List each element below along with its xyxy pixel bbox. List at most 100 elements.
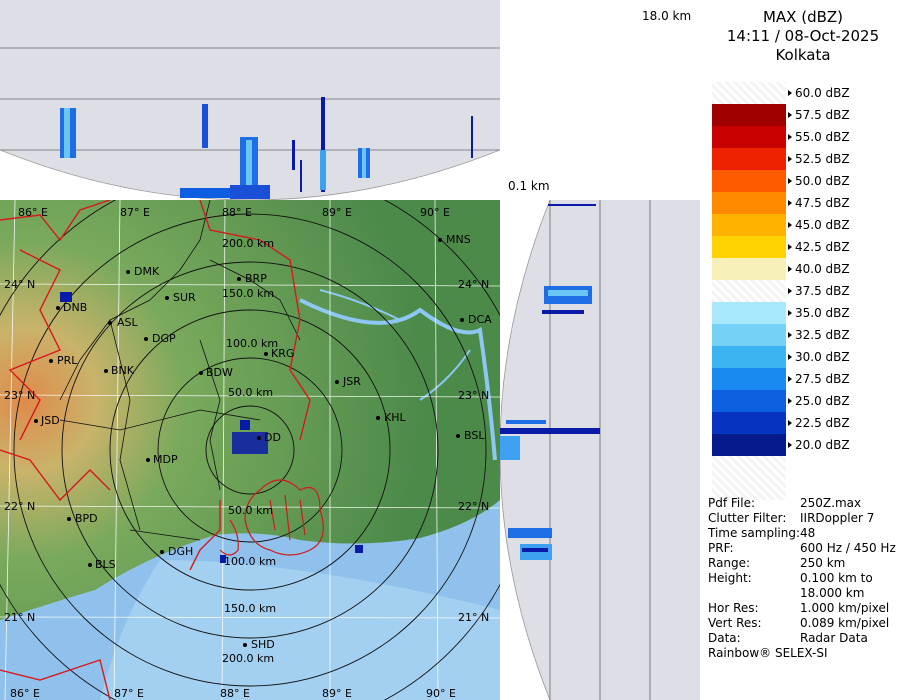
info-key: Hor Res: — [708, 601, 759, 615]
map-labels: 86° E 87° E 88° E 89° E 90° E 86° E 87° … — [4, 206, 489, 700]
color-band — [712, 170, 786, 192]
svg-text:SUR: SUR — [173, 291, 196, 304]
scale-tick-label: 22.5 dBZ — [788, 416, 850, 430]
scale-tick-label: 52.5 dBZ — [788, 152, 850, 166]
top-height-label: 18.0 km — [642, 9, 692, 23]
radar-map-panel[interactable]: 86° E 87° E 88° E 89° E 90° E 86° E 87° … — [0, 200, 500, 700]
scale-tick-label: 45.0 dBZ — [788, 218, 850, 232]
station-prl: PRL — [49, 354, 78, 367]
district-boundaries — [59, 200, 301, 541]
info-value: 0.100 km to — [800, 571, 873, 585]
lat-lon-grid — [0, 200, 500, 700]
scale-tick-label: 60.0 dBZ — [788, 86, 850, 100]
station-bdw: BDW — [199, 366, 233, 379]
vendor-footer: Rainbow® SELEX-SI — [708, 646, 828, 660]
lat-label: 23° N — [458, 389, 489, 402]
lon-label: 90° E — [426, 687, 456, 700]
lat-label: 24° N — [458, 278, 489, 291]
svg-text:PRL: PRL — [57, 354, 78, 367]
info-key: Time sampling: — [708, 526, 801, 540]
color-band — [712, 346, 786, 368]
cross-section-echoes — [60, 97, 473, 199]
svg-text:JSD: JSD — [40, 414, 60, 427]
svg-text:BLS: BLS — [95, 558, 116, 571]
color-band — [712, 456, 786, 500]
svg-text:DGH: DGH — [168, 545, 193, 558]
scale-tick-label: 30.0 dBZ — [788, 350, 850, 364]
info-value: 1.000 km/pixel — [800, 601, 890, 615]
svg-text:DNB: DNB — [63, 301, 87, 314]
info-value: 250 km — [800, 556, 846, 570]
station-asl: ASL — [108, 316, 139, 329]
color-band — [712, 214, 786, 236]
station-khl: KHL — [376, 411, 406, 424]
scale-tick-label: 37.5 dBZ — [788, 284, 850, 298]
svg-text:BNK: BNK — [111, 364, 135, 377]
info-key: Vert Res: — [708, 616, 762, 630]
station-jsd: JSD — [34, 414, 60, 427]
svg-text:ASL: ASL — [117, 316, 139, 329]
color-band — [712, 434, 786, 456]
svg-text:MDP: MDP — [153, 453, 178, 466]
color-band — [712, 104, 786, 126]
lon-label: 87° E — [114, 687, 144, 700]
ns-cross-section-graphic — [0, 47, 500, 200]
station-dgh: DGH — [160, 545, 193, 558]
station-markers: MNS DMK BRP DNB SUR ASL DGP KRG DCA PRL … — [34, 233, 492, 651]
station-krg: KRG — [264, 347, 294, 360]
svg-text:BSL: BSL — [464, 429, 485, 442]
timestamp-label: 14:11 / 08-Oct-2025 — [726, 27, 880, 45]
info-value: 600 Hz / 450 Hz — [800, 541, 896, 555]
svg-text:JSR: JSR — [342, 375, 361, 388]
scale-tick-label: 20.0 dBZ — [788, 438, 850, 452]
range-ring-label: 100.0 km — [224, 555, 276, 568]
station-dnb: DNB — [56, 301, 87, 314]
station-shd: SHD — [243, 638, 275, 651]
scale-tick-label: 47.5 dBZ — [788, 196, 850, 210]
lon-label: 87° E — [120, 206, 150, 219]
color-band — [712, 302, 786, 324]
info-value: 48 — [800, 526, 816, 540]
info-key: Height: — [708, 571, 752, 585]
svg-text:BDW: BDW — [206, 366, 233, 379]
info-value: IIRDoppler 7 — [800, 511, 875, 525]
color-band — [712, 82, 786, 104]
svg-text:KHL: KHL — [384, 411, 406, 424]
svg-text:KRG: KRG — [271, 347, 294, 360]
info-key: PRF: — [708, 541, 734, 555]
scale-tick-label: 40.0 dBZ — [788, 262, 850, 276]
lon-label: 86° E — [10, 687, 40, 700]
station-mns: MNS — [438, 233, 471, 246]
lon-label: 89° E — [322, 687, 352, 700]
station-dca: DCA — [460, 313, 492, 326]
info-value: 18.000 km — [800, 586, 865, 600]
ns-cross-section-panel — [0, 0, 500, 200]
legend-panel: MAX (dBZ) 14:11 / 08-Oct-2025 Kolkata 60… — [700, 0, 906, 700]
cross-section-echoes — [500, 204, 600, 560]
lon-label: 86° E — [18, 206, 48, 219]
station-name: Kolkata — [775, 46, 831, 64]
lon-label: 88° E — [220, 687, 250, 700]
station-dd: DD — [257, 431, 281, 444]
station-sur: SUR — [165, 291, 196, 304]
info-key: Data: — [708, 631, 741, 645]
radar-map[interactable]: 86° E 87° E 88° E 89° E 90° E 86° E 87° … — [0, 200, 500, 700]
station-dgp: DGP — [144, 332, 176, 345]
color-band — [712, 192, 786, 214]
info-value: Radar Data — [800, 631, 868, 645]
station-bls: BLS — [88, 558, 116, 571]
svg-text:BRP: BRP — [245, 272, 267, 285]
bottom-height-label: 0.1 km — [508, 179, 550, 193]
scale-tick-label: 42.5 dBZ — [788, 240, 850, 254]
scale-tick-label: 32.5 dBZ — [788, 328, 850, 342]
color-band — [712, 412, 786, 434]
range-ring-label: 150.0 km — [222, 287, 274, 300]
scale-tick-label: 50.0 dBZ — [788, 174, 850, 188]
scale-tick-label: 35.0 dBZ — [788, 306, 850, 320]
station-dmk: DMK — [126, 265, 160, 278]
scale-tick-label: 57.5 dBZ — [788, 108, 850, 122]
sundarbans-echo-cluster — [219, 479, 324, 556]
svg-text:DD: DD — [264, 431, 281, 444]
svg-text:DCA: DCA — [468, 313, 492, 326]
range-rings — [0, 200, 500, 700]
